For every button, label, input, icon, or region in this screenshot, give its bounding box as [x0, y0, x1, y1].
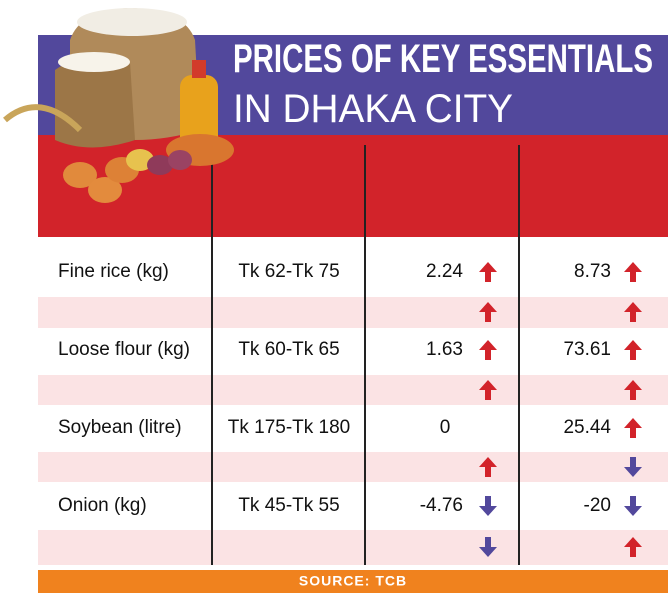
- spacer-row: [38, 297, 668, 328]
- change: 73.61: [563, 339, 611, 360]
- subtitle: IN DHAKA CITY: [233, 87, 513, 131]
- change: 2.24: [426, 261, 463, 282]
- price: Tk 45-Tk 55: [238, 495, 339, 516]
- product: Fine rice (kg): [58, 261, 169, 282]
- spacer-row: [38, 530, 668, 565]
- column-dividers: [211, 145, 520, 565]
- source-bar: [38, 570, 668, 593]
- change: -20: [584, 495, 611, 516]
- change: 1.63: [426, 339, 463, 360]
- food-illustration: [3, 8, 234, 203]
- title: PRICES OF KEY ESSENTIALS: [233, 37, 653, 81]
- change: 8.73: [574, 261, 611, 282]
- change: -4.76: [420, 495, 463, 516]
- price: Tk 175-Tk 180: [228, 417, 351, 438]
- change: 25.44: [563, 417, 611, 438]
- source: SOURCE: TCB: [299, 573, 407, 589]
- header-row: [38, 135, 668, 237]
- spacer-row: [38, 452, 668, 482]
- price: Tk 62-Tk 75: [238, 261, 339, 282]
- product: Soybean (litre): [58, 417, 182, 438]
- change: 0: [440, 417, 451, 438]
- product: Onion (kg): [58, 495, 147, 516]
- product: Loose flour (kg): [58, 339, 190, 360]
- price: Tk 60-Tk 65: [238, 339, 339, 360]
- spacer-row: [38, 375, 668, 405]
